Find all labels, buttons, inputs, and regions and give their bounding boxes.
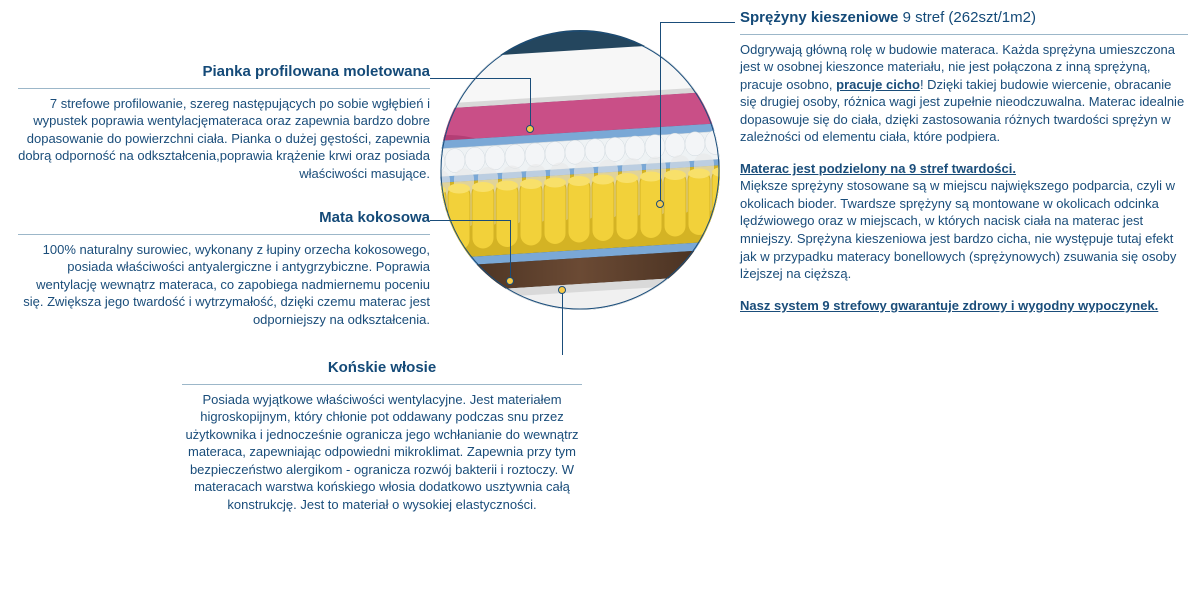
divider xyxy=(18,88,430,89)
coco-body: 100% naturalny surowiec, wykonany z łupi… xyxy=(18,241,430,329)
divider xyxy=(18,234,430,235)
right-column: Sprężyny kieszeniowe 9 stref (262szt/1m2… xyxy=(740,8,1188,314)
leader-line xyxy=(562,290,563,355)
foam-body: 7 strefowe profilowanie, szereg następuj… xyxy=(18,95,430,183)
springs-p2: Materac jest podzielony na 9 stref tward… xyxy=(740,160,1188,283)
leader-dot xyxy=(656,200,664,208)
leader-line xyxy=(660,22,735,23)
leader-line xyxy=(660,22,661,202)
springs-p2-head: Materac jest podzielony na 9 stref tward… xyxy=(740,161,1016,176)
leader-dot xyxy=(526,125,534,133)
leader-line xyxy=(430,78,530,79)
horse-title: Końskie włosie xyxy=(182,358,582,378)
divider xyxy=(182,384,582,385)
leader-line xyxy=(430,220,510,221)
divider xyxy=(740,34,1188,35)
springs-p2-body: Miększe sprężyny stosowane są w miejscu … xyxy=(740,178,1176,281)
springs-title-light: 9 stref (262szt/1m2) xyxy=(903,9,1036,26)
leader-line xyxy=(510,220,511,280)
springs-p1-underline: pracuje cicho xyxy=(836,77,920,92)
horse-body: Posiada wyjątkowe właściwości wentylacyj… xyxy=(182,391,582,514)
leader-line xyxy=(530,78,531,128)
coco-section: Mata kokosowa 100% naturalny surowiec, w… xyxy=(18,208,430,328)
springs-title: Sprężyny kieszeniowe 9 stref (262szt/1m2… xyxy=(740,8,1188,28)
springs-title-bold: Sprężyny kieszeniowe xyxy=(740,9,898,26)
coco-title: Mata kokosowa xyxy=(18,208,430,228)
leader-dot xyxy=(558,286,566,294)
mattress-cutaway-diagram xyxy=(440,30,720,310)
leader-dot xyxy=(506,277,514,285)
bottom-column: Końskie włosie Posiada wyjątkowe właściw… xyxy=(182,358,582,513)
springs-p3: Nasz system 9 strefowy gwarantuje zdrowy… xyxy=(740,297,1188,315)
springs-p1: Odgrywają główną rolę w budowie materaca… xyxy=(740,41,1188,146)
foam-title: Pianka profilowana moletowana xyxy=(18,62,430,82)
foam-section: Pianka profilowana moletowana 7 strefowe… xyxy=(18,62,430,182)
mattress-svg xyxy=(440,30,720,310)
left-column: Pianka profilowana moletowana 7 strefowe… xyxy=(18,62,430,348)
